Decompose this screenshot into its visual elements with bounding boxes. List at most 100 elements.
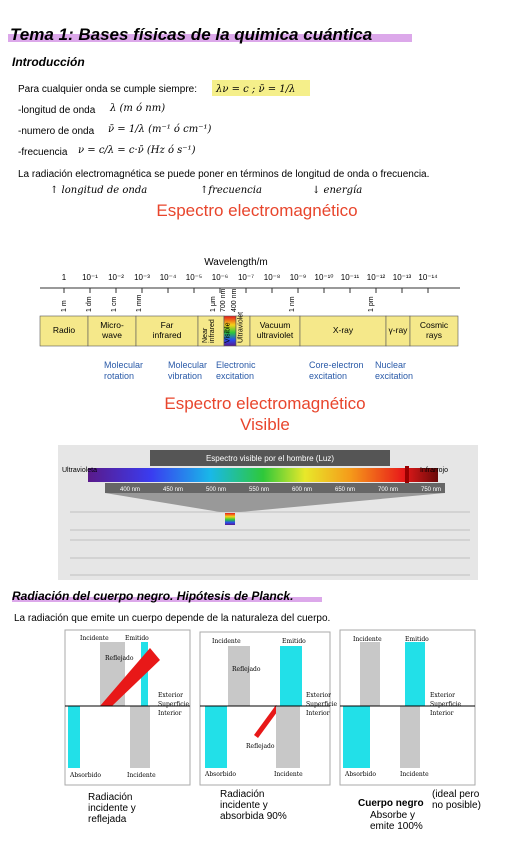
band [197, 315, 225, 347]
caption: Cuerpo negro [358, 798, 424, 809]
panel-labels: Incidente Emitido Reflejado Exterior Superfi… [69, 635, 481, 832]
caption: (ideal pero [432, 789, 480, 800]
tick-label: 10⁻⁸ [264, 273, 281, 282]
unit-label: 1 μm [210, 296, 217, 312]
panel-label: Absorbido [69, 772, 101, 779]
tick-label: 10⁻¹¹ [341, 273, 360, 282]
panel-label: Emitido [405, 636, 429, 643]
unit-label: 1 nm [289, 296, 296, 312]
visible-title: Espectro electromagnético [164, 394, 365, 413]
band-label: Micro- [100, 320, 124, 330]
caption: incidente y [88, 803, 136, 814]
band-label: infrared [209, 319, 216, 343]
handwritten-note: λν = c ; ν̄ = 1/λ [215, 84, 295, 95]
handwritten-note: ↑ longitud de onda [50, 185, 147, 196]
panel-label: Exterior [158, 692, 183, 699]
band [409, 315, 459, 347]
panel-1 [64, 629, 191, 786]
tick-label: 10⁻² [108, 273, 124, 282]
panel-label: Incidente [212, 638, 241, 645]
nm-label: 450 nm [163, 487, 183, 493]
band [135, 315, 199, 347]
unit-label: 1 dm [86, 296, 93, 312]
panel-label: Emitido [125, 635, 149, 642]
panel-label: Reflejado [246, 743, 275, 750]
absorbed-beam [68, 706, 80, 768]
handwritten-note: ↑frecuencia [200, 185, 262, 196]
rainbow [88, 468, 438, 482]
mini-rainbow [225, 513, 235, 525]
band-label: Near [202, 327, 209, 343]
band-label: infrared [153, 330, 182, 340]
intro-line: -longitud de onda [18, 105, 96, 116]
tick-label: 10⁻⁷ [238, 273, 254, 282]
title: Tema 1: Bases físicas de la quimica cuán… [10, 25, 372, 44]
panel-label: Exterior [306, 692, 331, 699]
process-label: excitation [375, 371, 413, 381]
band-label: wave [101, 330, 122, 340]
spectrum-title: Espectro electromagnético [156, 201, 357, 220]
panel-label: Emitido [282, 638, 306, 645]
process-label: rotation [104, 371, 134, 381]
process-label: Electronic [216, 360, 256, 370]
panel-label: Interior [158, 710, 182, 717]
panel-label: Reflejado [105, 655, 134, 662]
absorbed-beam [205, 706, 227, 768]
band [385, 315, 411, 347]
process-label: Nuclear [375, 360, 406, 370]
band [299, 315, 387, 347]
incident-beam [400, 706, 420, 768]
nm-label: 750 nm [421, 487, 441, 493]
band-label: ultraviolet [257, 330, 294, 340]
panel-frame [64, 629, 191, 786]
intro-heading: Introducción [12, 55, 85, 69]
band-label: Cosmic [420, 320, 449, 330]
visible-spectrum-figure: Espectro visible por el hombre (Luz) Ult… [58, 445, 478, 580]
panel-label: Interior [430, 710, 454, 717]
blackbody-heading: Radiación del cuerpo negro. Hipótesis de… [12, 589, 293, 603]
caption: no posible) [432, 800, 481, 811]
blackbody-sentence: La radiación que emite un cuerpo depende… [14, 613, 330, 624]
incident-beam [276, 706, 300, 768]
panel-2 [199, 631, 331, 786]
incident-beam [130, 706, 150, 768]
spectrum-diagram: 1 10⁻¹ 10⁻² 10⁻³ 10⁻⁴ 10⁻⁵ 10⁻⁶ 10⁻⁷ 10⁻⁸ 10⁻⁹ 10⁻… [39, 273, 459, 381]
band-label: Vacuum [260, 320, 291, 330]
handwritten-note: λ (m ó nm) [109, 103, 165, 114]
reflected-beam [100, 648, 160, 706]
incident-beam [228, 646, 250, 706]
incident-beam [360, 642, 380, 706]
panel-label: Incidente [127, 772, 156, 779]
panel-label: Absorbido [344, 771, 376, 778]
note-highlight [212, 80, 310, 96]
intro-sentence: La radiación electromagnética se puede p… [18, 169, 429, 180]
nm-strip [105, 483, 445, 493]
panel-label: Incidente [274, 771, 303, 778]
axis-label: Wavelength/m [204, 257, 268, 268]
nm-label: 550 nm [249, 487, 269, 493]
unit-label: 1 mm [136, 294, 143, 312]
tick-label: 10⁻⁴ [160, 273, 177, 282]
tick-label: 10⁻¹² [367, 273, 386, 282]
absorbed-beam [343, 706, 370, 768]
band-label: γ-ray [389, 325, 409, 335]
unit-label: 400 nm [231, 288, 238, 312]
band [87, 315, 137, 347]
visible-title: Visible [240, 415, 290, 434]
band-label: X-ray [333, 325, 354, 335]
panel-label: Reflejado [232, 666, 261, 673]
caption: Radiación [88, 792, 132, 803]
tick-label: 10⁻⁵ [186, 273, 202, 282]
tick-label: 10⁻⁶ [212, 273, 228, 282]
reflected-beam [254, 705, 280, 738]
band-label: Radio [53, 325, 75, 335]
process-label: excitation [309, 371, 347, 381]
nm-label: 400 nm [120, 487, 140, 493]
unit-label: 700 nm [220, 288, 227, 312]
panel-label: Superficie [158, 701, 190, 708]
band-label: Visible [225, 322, 232, 343]
process-label: excitation [216, 371, 254, 381]
table-lines [70, 511, 470, 576]
band [39, 315, 89, 347]
unit-label: 1 cm [111, 297, 118, 312]
